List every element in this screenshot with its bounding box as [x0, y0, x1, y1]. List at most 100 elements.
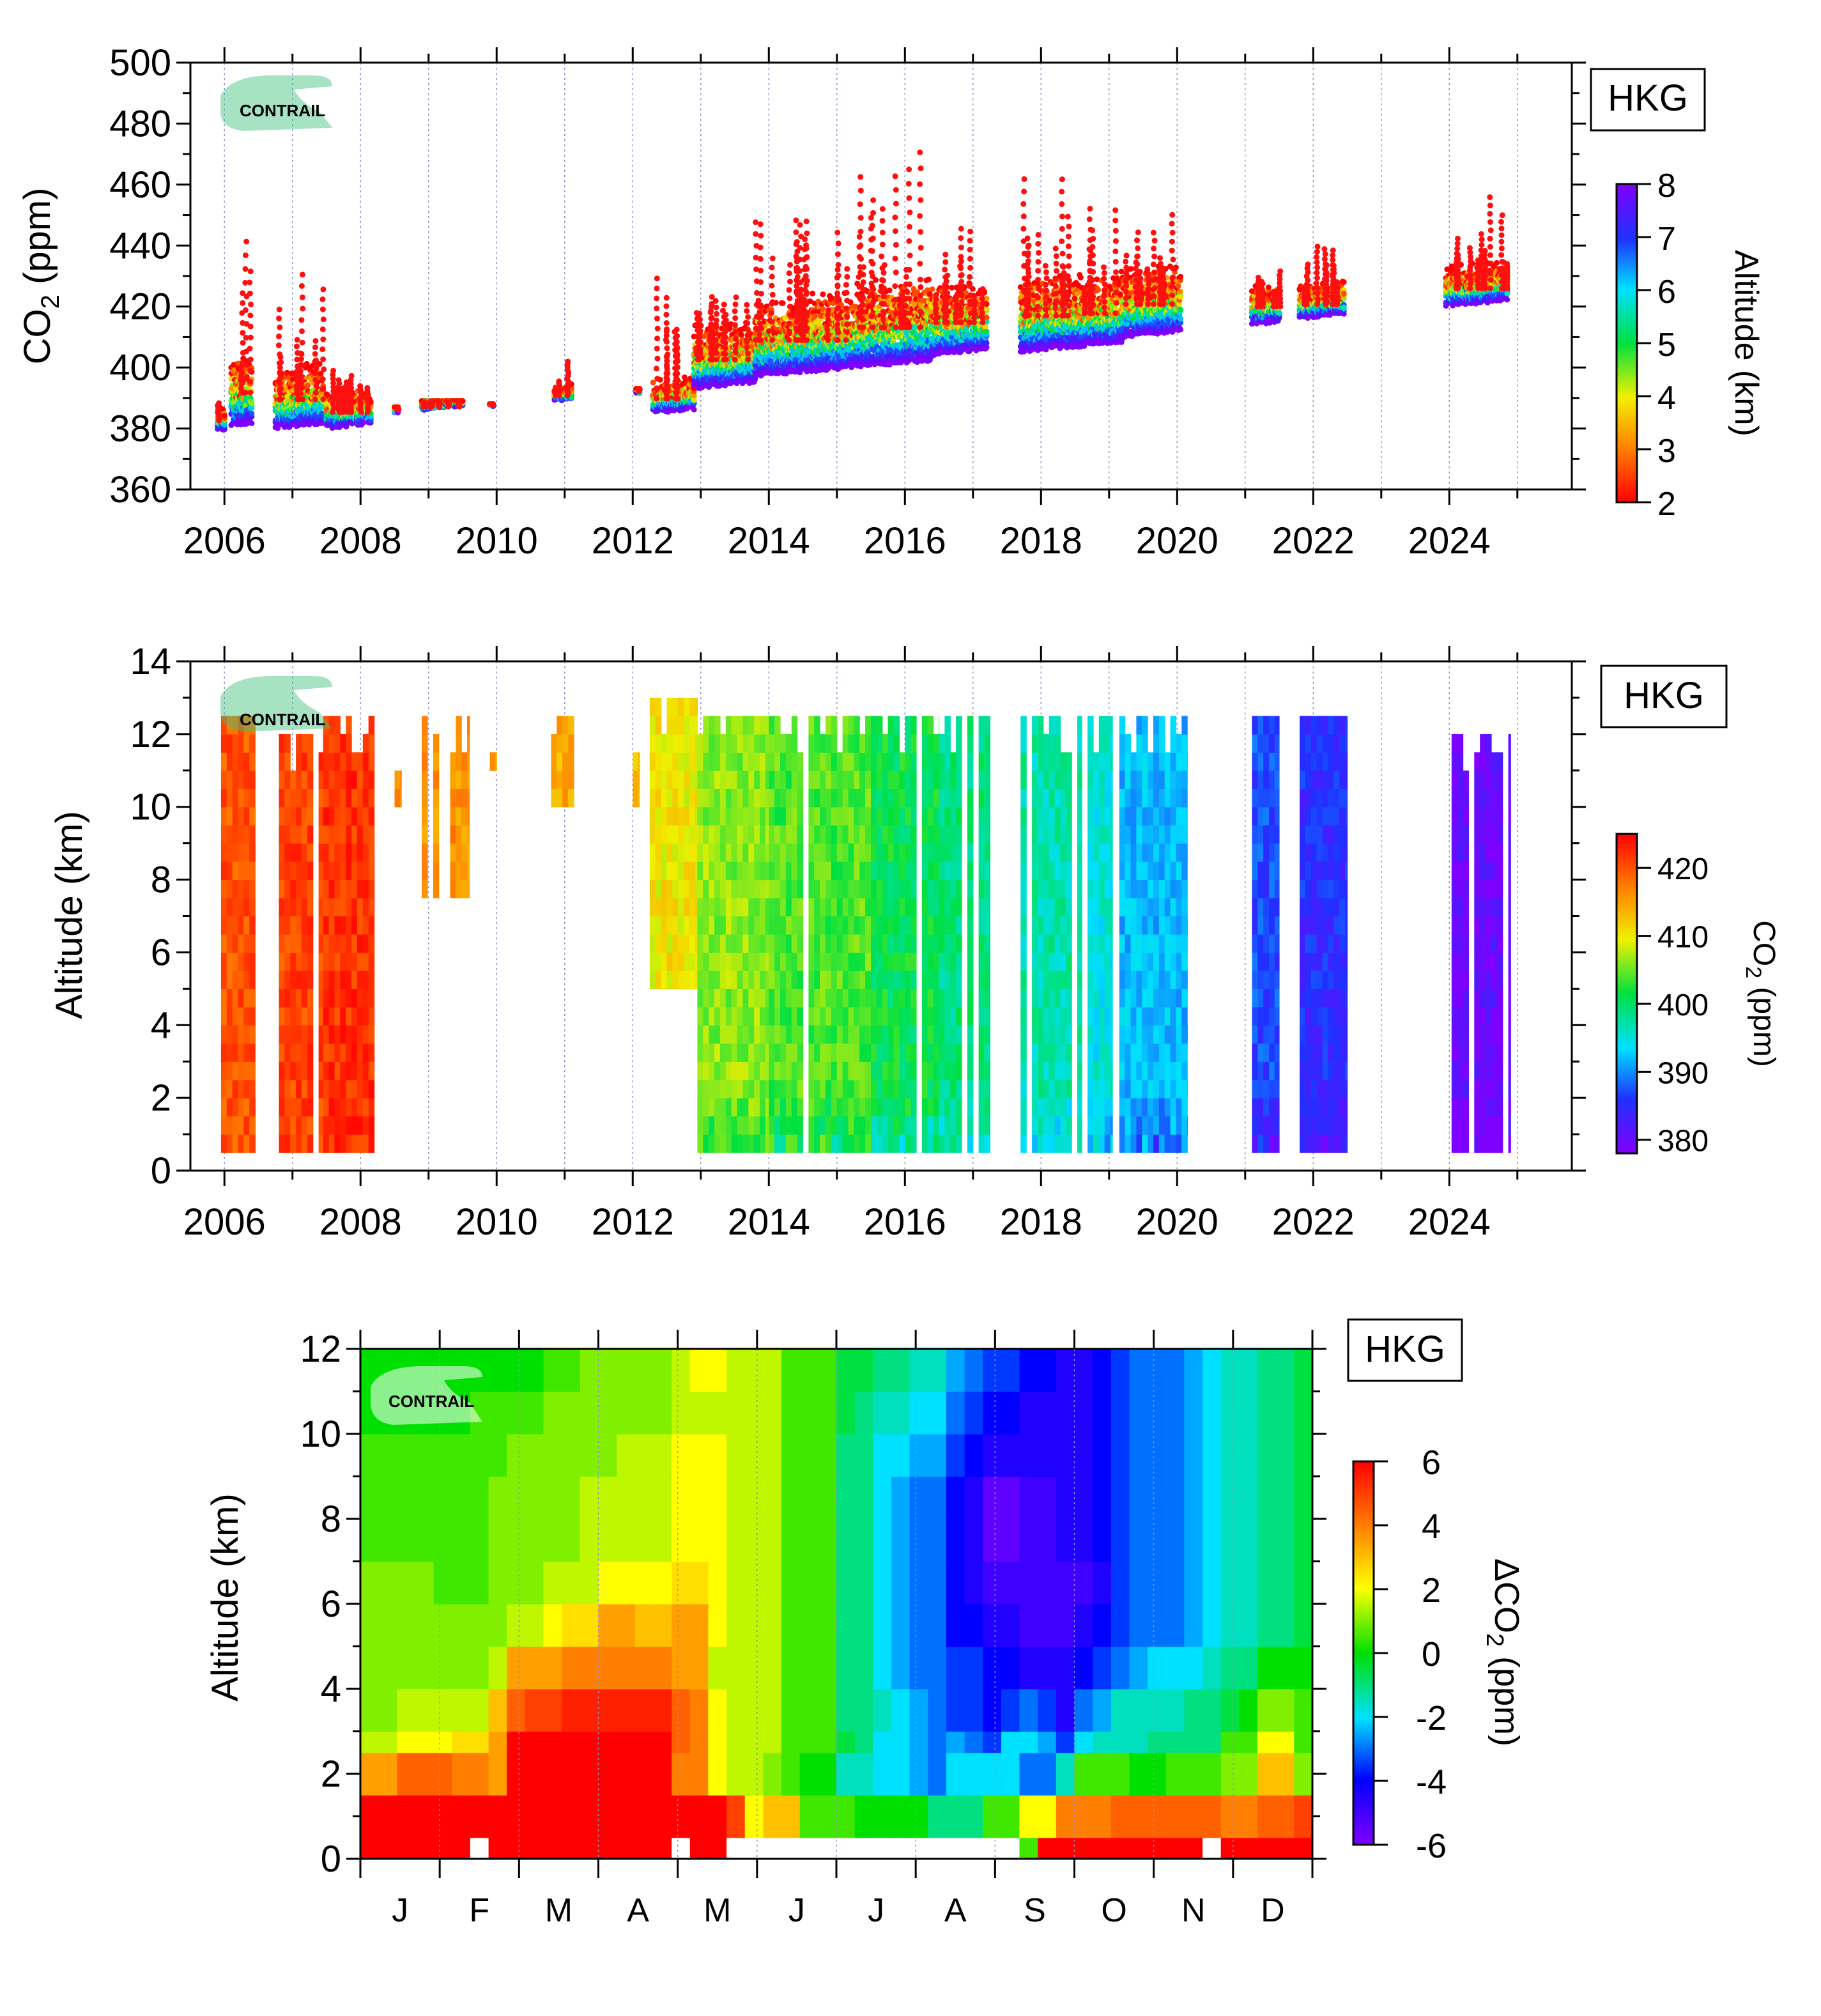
panel1-point — [696, 341, 703, 346]
panel1-point — [723, 339, 728, 346]
panel1-point — [695, 346, 702, 352]
panel1-point — [797, 268, 803, 274]
panel1-point — [556, 378, 562, 385]
panel1-point — [769, 337, 776, 343]
panel1-point — [744, 326, 751, 332]
panel1-point — [312, 376, 319, 383]
panel1-point — [803, 328, 809, 334]
panel1-point — [313, 383, 319, 389]
panel1-point — [673, 396, 679, 402]
panel1-point — [797, 325, 803, 332]
panel1-point — [313, 357, 319, 364]
panel1-point — [243, 238, 250, 245]
panel1-point — [654, 345, 660, 351]
panel1-point — [278, 385, 284, 392]
panel1-point — [312, 370, 319, 376]
panel1-point — [769, 282, 775, 289]
panel1-point — [294, 357, 300, 363]
panel1-point — [242, 266, 249, 272]
panel1-point — [835, 305, 841, 311]
panel1-point — [757, 331, 763, 337]
panel1-point — [757, 320, 763, 327]
panel1-point — [843, 305, 850, 312]
panel1-point — [722, 357, 728, 363]
panel1-point — [835, 272, 841, 279]
panel1-point — [305, 382, 311, 389]
panel1-point — [793, 229, 799, 235]
panel1-point — [672, 371, 679, 378]
panel1-point — [293, 343, 300, 350]
panel1-point — [319, 386, 326, 392]
panel1-point — [744, 302, 750, 308]
panel1-point — [803, 219, 810, 224]
panel1-point — [733, 294, 739, 300]
panel1-point — [247, 367, 254, 374]
panel1-point — [663, 320, 670, 326]
panel1-point — [445, 399, 452, 406]
panel1-point — [844, 273, 850, 280]
panel1-point — [803, 319, 809, 325]
panel1-point — [732, 357, 738, 363]
panel1-point — [343, 379, 350, 385]
panel1-point — [803, 263, 809, 270]
panel1-point — [722, 328, 728, 335]
panel1-point — [787, 328, 793, 335]
panel1-point — [825, 312, 831, 318]
panel1-point — [797, 222, 803, 228]
panel1-point — [238, 373, 244, 379]
panel1-point — [247, 334, 254, 341]
panel1-point — [276, 315, 282, 321]
panel1-point — [654, 376, 661, 381]
panel1-point — [654, 385, 660, 392]
panel1-point — [797, 279, 804, 286]
panel1-point — [826, 307, 832, 313]
panel1-point — [744, 308, 750, 314]
panel1-point — [798, 302, 804, 309]
panel1-point — [834, 321, 841, 328]
panel1-point — [738, 332, 744, 338]
panel1-point — [299, 339, 305, 346]
panel1-point — [240, 340, 246, 346]
panel1-point — [295, 396, 301, 403]
panel1-point — [835, 262, 841, 268]
panel1-point — [825, 317, 831, 323]
panel1-point — [276, 306, 282, 312]
panel1-point — [240, 360, 246, 366]
panel1-point — [780, 300, 786, 306]
panel1-point — [395, 404, 401, 411]
panel1-point — [654, 355, 661, 362]
panel1-point — [275, 425, 281, 431]
panel1-point — [247, 357, 254, 363]
panel1-point — [732, 315, 739, 321]
panel1-point — [804, 309, 810, 316]
panel1-point — [320, 316, 327, 323]
panel1-point — [732, 350, 739, 356]
panel1-point — [732, 322, 738, 328]
panel1-point — [312, 344, 318, 351]
panel1-point — [299, 272, 305, 278]
panel1-point — [247, 290, 253, 296]
panel1-point — [663, 370, 670, 376]
panel1-point — [753, 325, 759, 332]
panel1-point — [696, 351, 702, 357]
panel1-point — [673, 389, 679, 396]
panel1-point — [843, 313, 850, 319]
panel1-point — [653, 365, 659, 372]
panel1-point — [300, 305, 306, 312]
panel1-point — [663, 396, 670, 402]
panel1-point — [757, 244, 764, 250]
panel1-point — [299, 328, 305, 334]
panel1-point — [834, 251, 841, 258]
panel1-point — [240, 319, 246, 326]
panel1-point — [240, 350, 246, 356]
panel1-point — [654, 285, 660, 291]
panel1-point — [553, 386, 558, 392]
panel1-point — [422, 399, 429, 406]
panel1-point — [696, 324, 702, 330]
panel1-point — [319, 306, 326, 312]
panel1-point — [732, 342, 739, 349]
panel1-point — [249, 400, 255, 406]
panel1-point — [834, 266, 841, 273]
panel1-point — [712, 337, 719, 343]
